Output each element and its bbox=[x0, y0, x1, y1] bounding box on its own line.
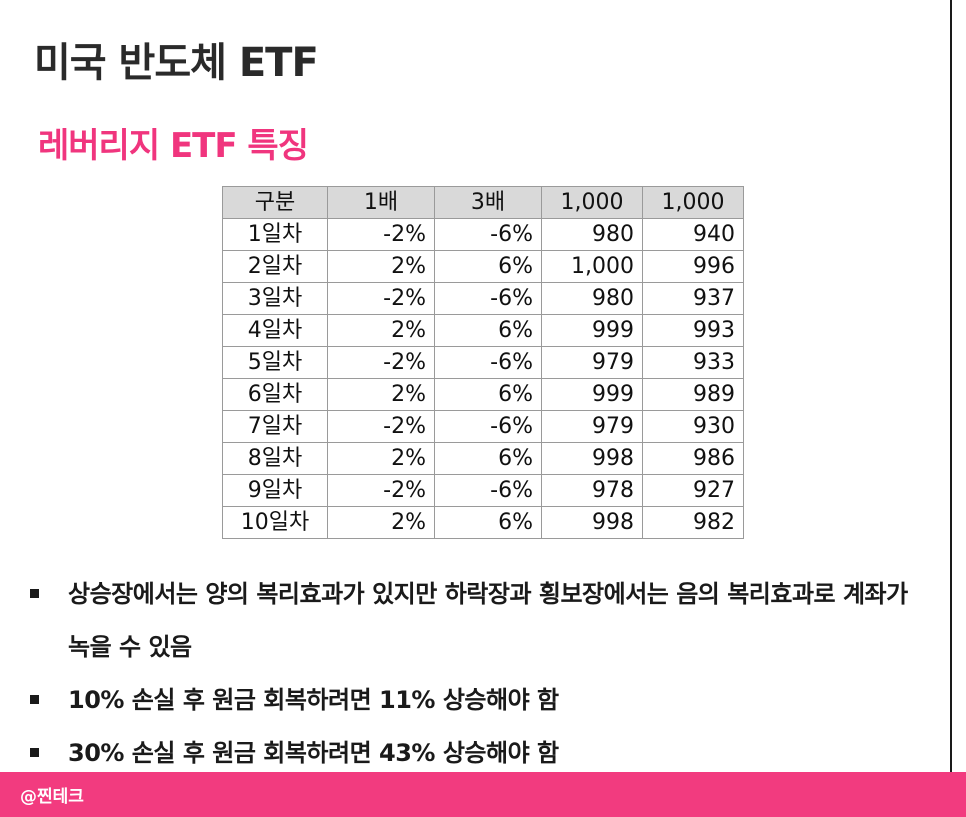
table-row: 3일차 -2% -6% 980 937 bbox=[222, 282, 744, 315]
return-1x: 2% bbox=[327, 250, 435, 283]
value-1x: 980 bbox=[541, 218, 643, 251]
table-row: 6일차 2% 6% 999 989 bbox=[222, 378, 744, 411]
value-1x: 979 bbox=[541, 346, 643, 379]
bullet-marker-icon bbox=[30, 589, 39, 598]
bullet-text: 10% 손실 후 원금 회복하려면 11% 상승해야 함 bbox=[68, 686, 559, 714]
leverage-comparison-table: 구분 1배 3배 1,000 1,000 1일차 -2% -6% 980 940… bbox=[222, 186, 744, 539]
return-3x: 6% bbox=[434, 378, 542, 411]
return-1x: 2% bbox=[327, 506, 435, 539]
table-row: 8일차 2% 6% 998 986 bbox=[222, 442, 744, 475]
return-1x: 2% bbox=[327, 442, 435, 475]
value-1x: 999 bbox=[541, 314, 643, 347]
bullet-marker-icon bbox=[30, 748, 39, 757]
return-3x: -6% bbox=[434, 474, 542, 507]
day-label: 8일차 bbox=[222, 442, 328, 475]
value-3x: 937 bbox=[642, 282, 744, 315]
day-label: 5일차 bbox=[222, 346, 328, 379]
return-1x: 2% bbox=[327, 314, 435, 347]
day-label: 10일차 bbox=[222, 506, 328, 539]
footer-bar: @찐테크 bbox=[0, 772, 966, 817]
list-item: 10% 손실 후 원금 회복하려면 11% 상승해야 함 bbox=[30, 674, 930, 727]
return-1x: -2% bbox=[327, 474, 435, 507]
return-3x: -6% bbox=[434, 218, 542, 251]
return-3x: 6% bbox=[434, 442, 542, 475]
value-3x: 940 bbox=[642, 218, 744, 251]
table-row: 7일차 -2% -6% 979 930 bbox=[222, 410, 744, 443]
return-1x: 2% bbox=[327, 378, 435, 411]
day-label: 6일차 bbox=[222, 378, 328, 411]
return-3x: 6% bbox=[434, 314, 542, 347]
value-3x: 993 bbox=[642, 314, 744, 347]
bullet-text: 상승장에서는 양의 복리효과가 있지만 하락장과 횡보장에서는 음의 복리효과로… bbox=[68, 580, 908, 661]
value-3x: 933 bbox=[642, 346, 744, 379]
header-3x-value: 1,000 bbox=[642, 186, 744, 219]
value-1x: 978 bbox=[541, 474, 643, 507]
table-row: 5일차 -2% -6% 979 933 bbox=[222, 346, 744, 379]
bullet-marker-icon bbox=[30, 695, 39, 704]
table-row: 2일차 2% 6% 1,000 996 bbox=[222, 250, 744, 283]
table-row: 10일차 2% 6% 998 982 bbox=[222, 506, 744, 539]
value-1x: 998 bbox=[541, 442, 643, 475]
day-label: 9일차 bbox=[222, 474, 328, 507]
list-item: 상승장에서는 양의 복리효과가 있지만 하락장과 횡보장에서는 음의 복리효과로… bbox=[30, 568, 930, 674]
return-3x: -6% bbox=[434, 346, 542, 379]
value-3x: 982 bbox=[642, 506, 744, 539]
value-3x: 996 bbox=[642, 250, 744, 283]
header-1x-value: 1,000 bbox=[541, 186, 643, 219]
table-row: 1일차 -2% -6% 980 940 bbox=[222, 218, 744, 251]
value-3x: 989 bbox=[642, 378, 744, 411]
list-item: 30% 손실 후 원금 회복하려면 43% 상승해야 함 bbox=[30, 727, 930, 780]
value-1x: 999 bbox=[541, 378, 643, 411]
section-subtitle: 레버리지 ETF 특징 bbox=[38, 126, 309, 166]
day-label: 1일차 bbox=[222, 218, 328, 251]
return-1x: -2% bbox=[327, 218, 435, 251]
return-3x: 6% bbox=[434, 250, 542, 283]
header-1x: 1배 bbox=[327, 186, 435, 219]
day-label: 4일차 bbox=[222, 314, 328, 347]
value-3x: 930 bbox=[642, 410, 744, 443]
value-1x: 1,000 bbox=[541, 250, 643, 283]
day-label: 3일차 bbox=[222, 282, 328, 315]
header-category: 구분 bbox=[222, 186, 328, 219]
table-row: 4일차 2% 6% 999 993 bbox=[222, 314, 744, 347]
return-3x: -6% bbox=[434, 282, 542, 315]
return-1x: -2% bbox=[327, 410, 435, 443]
bullet-text: 30% 손실 후 원금 회복하려면 43% 상승해야 함 bbox=[68, 739, 559, 767]
return-1x: -2% bbox=[327, 346, 435, 379]
value-3x: 927 bbox=[642, 474, 744, 507]
return-3x: 6% bbox=[434, 506, 542, 539]
bullet-list: 상승장에서는 양의 복리효과가 있지만 하락장과 횡보장에서는 음의 복리효과로… bbox=[30, 568, 930, 780]
table-row: 9일차 -2% -6% 978 927 bbox=[222, 474, 744, 507]
value-1x: 979 bbox=[541, 410, 643, 443]
author-handle: @찐테크 bbox=[20, 787, 84, 807]
value-1x: 980 bbox=[541, 282, 643, 315]
right-frame-edge bbox=[950, 0, 966, 817]
table-header-row: 구분 1배 3배 1,000 1,000 bbox=[222, 186, 744, 219]
page-title: 미국 반도체 ETF bbox=[34, 40, 319, 86]
return-1x: -2% bbox=[327, 282, 435, 315]
value-1x: 998 bbox=[541, 506, 643, 539]
value-3x: 986 bbox=[642, 442, 744, 475]
day-label: 7일차 bbox=[222, 410, 328, 443]
header-3x: 3배 bbox=[434, 186, 542, 219]
return-3x: -6% bbox=[434, 410, 542, 443]
day-label: 2일차 bbox=[222, 250, 328, 283]
